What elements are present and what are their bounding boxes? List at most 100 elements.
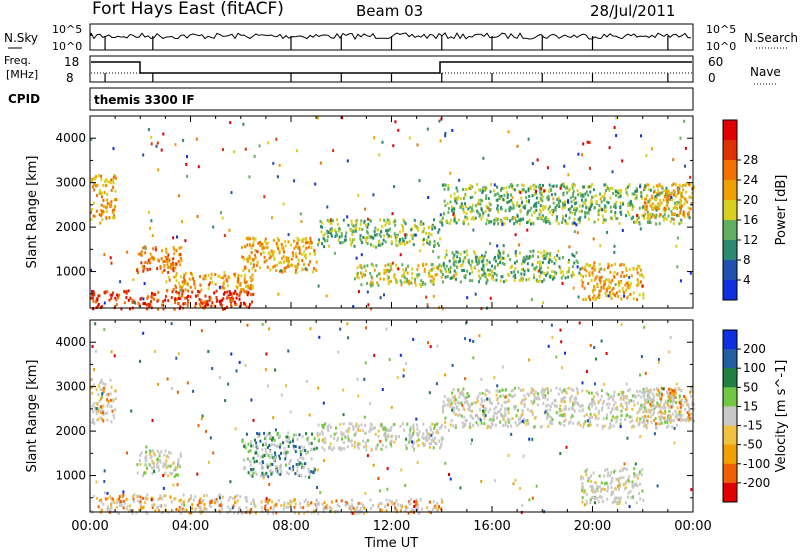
power-cell [186, 282, 189, 286]
velocity-cell [179, 498, 182, 502]
velocity-cell [528, 437, 531, 441]
velocity-cell [593, 413, 596, 417]
velocity-cell [289, 459, 292, 462]
velocity-cell [502, 394, 505, 398]
power-cell [301, 252, 304, 256]
power-cell [164, 255, 167, 259]
power-cell [576, 261, 579, 264]
velocity-cell [446, 403, 449, 407]
velocity-cell [285, 435, 288, 439]
power-cell [597, 218, 600, 222]
power-cell [357, 276, 360, 280]
velocity-cell [436, 501, 439, 505]
power-cell [520, 276, 523, 280]
velocity-cell [365, 448, 368, 452]
power-cell [288, 264, 291, 268]
velocity-cell [121, 504, 124, 508]
velocity-cell [403, 428, 406, 432]
power-cell [582, 195, 585, 199]
velocity-cell [497, 410, 500, 414]
velocity-cell [389, 428, 392, 432]
power-cell [482, 273, 484, 277]
velocity-cell [164, 462, 167, 466]
velocity-cell [100, 416, 102, 420]
power-cell [199, 304, 202, 308]
velocity-cell [97, 409, 100, 413]
velocity-cell [111, 409, 114, 413]
velocity-cell [581, 404, 584, 408]
power-cell [183, 282, 186, 286]
power-cell [496, 262, 499, 266]
power-cell [469, 279, 471, 283]
power-cell [356, 275, 359, 279]
power-cell [294, 252, 297, 256]
velocity-cell [667, 419, 670, 422]
velocity-cell [619, 496, 622, 500]
power-cell [598, 289, 601, 293]
power-cell [92, 293, 95, 297]
power-cell [407, 281, 410, 285]
power-echo-region [580, 262, 645, 302]
velocity-cell [687, 405, 690, 409]
power-cell [402, 226, 404, 230]
power-cell [603, 198, 606, 202]
velocity-cell [562, 420, 565, 423]
velocity-cell [536, 392, 539, 396]
velocity-cell [606, 489, 609, 493]
power-cell [224, 307, 226, 311]
velocity-cell [297, 459, 299, 463]
power-cell [469, 205, 472, 209]
velocity-cell [653, 418, 656, 422]
velocity-cell [643, 398, 646, 401]
velocity-cell [428, 442, 431, 445]
velocity-cell [510, 394, 513, 398]
velocity-cell [674, 387, 677, 391]
power-cell [238, 297, 241, 301]
velocity-cell [588, 391, 591, 395]
power-cell [127, 298, 130, 302]
velocity-cell [321, 425, 324, 429]
velocity-cell [380, 502, 383, 505]
power-cell [603, 183, 606, 187]
velocity-cell [413, 505, 416, 508]
velocity-cell [588, 403, 591, 407]
power-cell [326, 205, 329, 209]
power-cell [514, 220, 517, 224]
velocity-cell [649, 399, 652, 403]
power-cell [566, 186, 569, 190]
power-cell [497, 254, 500, 258]
power-cell [645, 205, 648, 209]
velocity-cell [415, 500, 418, 504]
power-cell [199, 275, 201, 279]
velocity-cell [563, 408, 566, 411]
velocity-cell [286, 440, 289, 443]
velocity-cell [252, 471, 255, 475]
power-cell [98, 294, 101, 298]
power-cell [505, 216, 508, 220]
velocity-cell [311, 432, 313, 436]
velocity-cell [635, 501, 638, 505]
freq-top-tick: 18 [64, 55, 79, 69]
velocity-cell [305, 452, 308, 456]
power-cell [309, 242, 312, 246]
velocity-cell [578, 421, 580, 425]
velocity-cell [270, 436, 273, 440]
velocity-cell [626, 407, 629, 411]
power-cell [522, 188, 525, 192]
velocity-cell [160, 450, 163, 454]
power-cell [381, 140, 384, 144]
velocity-cell [543, 388, 546, 392]
power-cell [552, 210, 555, 214]
power-cell [322, 233, 325, 237]
power-cell [623, 294, 626, 298]
velocity-cell [488, 418, 491, 422]
velocity-cell [146, 497, 149, 501]
velocity-cell [657, 422, 659, 426]
power-cell [252, 292, 255, 296]
power-cell [370, 275, 373, 279]
velocity-cell [675, 392, 678, 395]
power-cell [663, 210, 666, 214]
power-cell [680, 194, 683, 198]
power-cell [167, 275, 170, 279]
